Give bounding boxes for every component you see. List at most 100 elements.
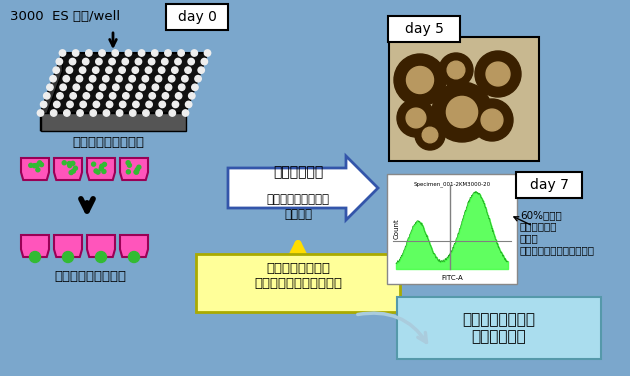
Circle shape <box>90 110 96 116</box>
Circle shape <box>71 161 75 165</box>
Circle shape <box>135 58 142 65</box>
Circle shape <box>201 58 207 65</box>
Circle shape <box>53 67 59 73</box>
Circle shape <box>32 164 37 168</box>
Circle shape <box>119 67 125 73</box>
Circle shape <box>89 76 96 82</box>
Circle shape <box>83 58 89 65</box>
Circle shape <box>117 110 123 116</box>
Circle shape <box>56 58 62 65</box>
Circle shape <box>35 163 39 167</box>
Circle shape <box>126 161 130 165</box>
Circle shape <box>103 76 109 82</box>
Circle shape <box>74 166 77 170</box>
Circle shape <box>76 76 83 82</box>
Circle shape <box>83 92 89 99</box>
Circle shape <box>125 50 132 56</box>
Circle shape <box>86 50 92 56</box>
Circle shape <box>63 76 69 82</box>
FancyBboxPatch shape <box>397 297 601 359</box>
PathPatch shape <box>120 158 148 180</box>
Circle shape <box>198 67 204 73</box>
Circle shape <box>94 169 98 173</box>
Circle shape <box>447 96 478 127</box>
Text: Count: Count <box>394 218 400 240</box>
PathPatch shape <box>21 235 49 257</box>
Circle shape <box>40 163 43 167</box>
FancyBboxPatch shape <box>388 16 460 42</box>
Circle shape <box>93 101 100 108</box>
Circle shape <box>64 110 70 116</box>
Circle shape <box>139 84 146 91</box>
Circle shape <box>122 58 129 65</box>
FancyArrowPatch shape <box>514 217 530 225</box>
Circle shape <box>178 50 185 56</box>
Circle shape <box>80 101 86 108</box>
Circle shape <box>162 58 168 65</box>
Circle shape <box>126 84 132 91</box>
Circle shape <box>127 170 130 174</box>
Circle shape <box>171 67 178 73</box>
Circle shape <box>106 67 112 73</box>
Circle shape <box>185 67 192 73</box>
PathPatch shape <box>87 235 115 257</box>
Circle shape <box>132 67 139 73</box>
FancyArrowPatch shape <box>358 313 427 343</box>
Text: FITC-A: FITC-A <box>441 275 463 281</box>
Circle shape <box>136 92 142 99</box>
PathPatch shape <box>120 235 148 257</box>
Circle shape <box>204 50 210 56</box>
Circle shape <box>447 61 465 79</box>
Circle shape <box>50 76 56 82</box>
FancyBboxPatch shape <box>387 174 517 284</box>
Circle shape <box>60 84 66 91</box>
Circle shape <box>37 110 43 116</box>
Circle shape <box>142 76 149 82</box>
Circle shape <box>406 67 433 94</box>
Circle shape <box>195 76 201 82</box>
Circle shape <box>72 50 79 56</box>
Circle shape <box>91 162 96 166</box>
Circle shape <box>36 168 40 172</box>
Circle shape <box>172 101 179 108</box>
Circle shape <box>67 101 73 108</box>
Circle shape <box>188 58 195 65</box>
Circle shape <box>110 92 116 99</box>
Circle shape <box>475 51 521 97</box>
Circle shape <box>43 92 50 99</box>
Circle shape <box>29 163 33 167</box>
Circle shape <box>77 110 83 116</box>
Text: 3000  ES 細胞/well: 3000 ES 細胞/well <box>10 11 120 23</box>
Text: day 0: day 0 <box>178 10 217 24</box>
Circle shape <box>415 120 445 150</box>
Polygon shape <box>40 53 207 113</box>
Circle shape <box>135 168 139 171</box>
Text: 無血清・低増殖因子
の培養液: 無血清・低増殖因子 の培養液 <box>266 193 329 221</box>
Circle shape <box>149 92 156 99</box>
Circle shape <box>156 76 162 82</box>
Circle shape <box>168 76 175 82</box>
Circle shape <box>112 50 118 56</box>
Circle shape <box>120 101 126 108</box>
Circle shape <box>162 92 169 99</box>
Circle shape <box>109 58 115 65</box>
Circle shape <box>139 50 145 56</box>
Circle shape <box>100 164 104 168</box>
FancyBboxPatch shape <box>389 37 539 161</box>
Circle shape <box>135 170 139 174</box>
Circle shape <box>188 92 195 99</box>
Circle shape <box>159 67 165 73</box>
Circle shape <box>134 170 138 174</box>
Circle shape <box>159 101 166 108</box>
Text: 細胞外マトリクス
（ラミニンなど）の添加: 細胞外マトリクス （ラミニンなど）の添加 <box>254 262 342 290</box>
Text: 迅速な再凝集塗形成: 迅速な再凝集塗形成 <box>54 270 126 282</box>
Circle shape <box>70 92 76 99</box>
Circle shape <box>143 110 149 116</box>
Circle shape <box>106 101 113 108</box>
PathPatch shape <box>21 158 49 180</box>
Circle shape <box>99 50 105 56</box>
Circle shape <box>66 67 72 73</box>
Circle shape <box>165 84 172 91</box>
Circle shape <box>57 92 63 99</box>
Circle shape <box>152 84 159 91</box>
